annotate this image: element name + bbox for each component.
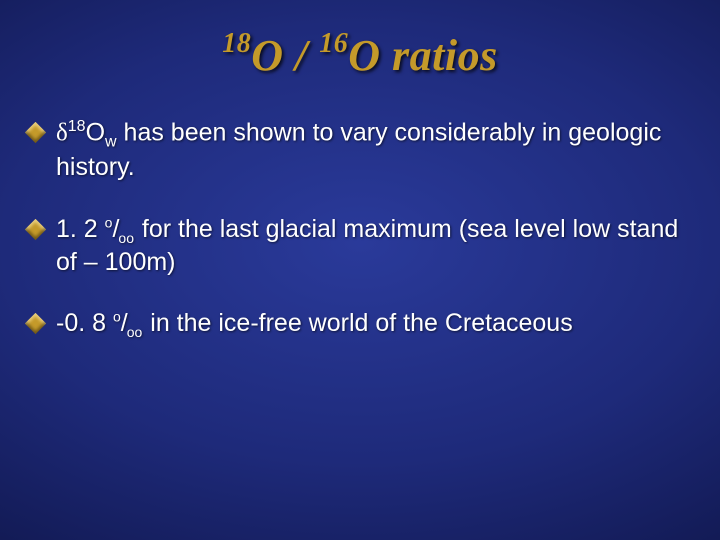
list-item: -0. 8 o/oo in the ice-free world of the … xyxy=(22,308,698,342)
bullet-text: has been shown to vary considerably in g… xyxy=(56,118,661,181)
title-sup-18: 18 xyxy=(222,28,251,59)
delta-symbol: δ xyxy=(56,119,68,146)
bullet-lead: 1. 2 xyxy=(56,215,105,243)
slide: 18O / 16O ratios δ18Ow has been shown to… xyxy=(0,0,720,540)
bullet-text: for the last glacial maximum (sea level … xyxy=(56,215,678,277)
title-slash: / xyxy=(284,31,320,80)
bullet-lead: -0. 8 xyxy=(56,309,113,337)
bullet-list: δ18Ow has been shown to vary considerabl… xyxy=(22,117,698,342)
title-word: ratios xyxy=(381,31,498,80)
permil-symbol: o/oo xyxy=(105,215,135,243)
list-item: 1. 2 o/oo for the last glacial maximum (… xyxy=(22,214,698,279)
title-o2: O xyxy=(348,31,380,80)
permil-symbol: o/oo xyxy=(113,309,143,337)
title-o1: O xyxy=(251,31,283,80)
oxygen-symbol: O xyxy=(86,118,105,146)
title-sup-16: 16 xyxy=(319,28,348,59)
permil-sub: oo xyxy=(127,324,143,340)
subscript-w: w xyxy=(105,133,117,150)
list-item: δ18Ow has been shown to vary considerabl… xyxy=(22,117,698,184)
bullet-text: in the ice-free world of the Cretaceous xyxy=(143,309,572,337)
permil-sup: o xyxy=(113,309,121,325)
permil-sub: oo xyxy=(118,230,134,246)
isotope-sup: 18 xyxy=(68,118,86,135)
slide-title: 18O / 16O ratios xyxy=(22,30,698,81)
